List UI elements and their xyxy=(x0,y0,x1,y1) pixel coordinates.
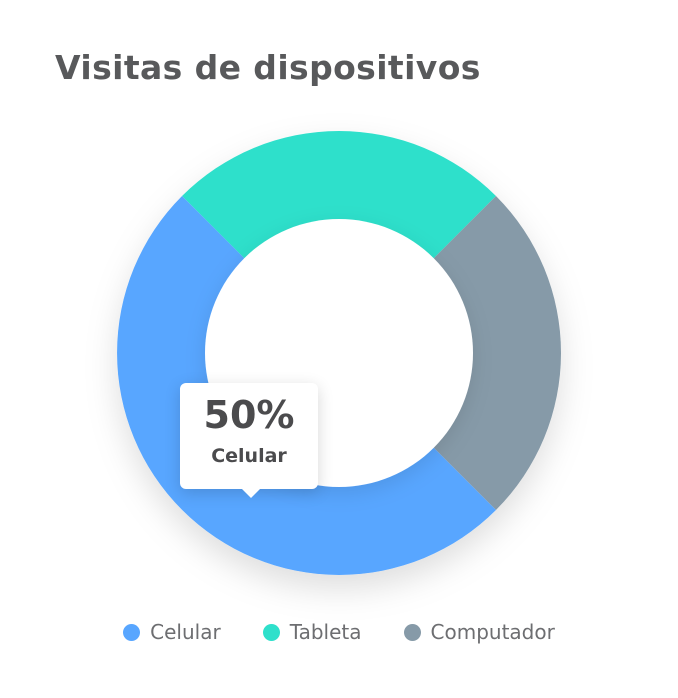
chart-title: Visitas de dispositivos xyxy=(55,48,481,87)
legend-dot-tableta xyxy=(262,623,280,641)
legend-item-celular[interactable]: Celular xyxy=(123,620,221,644)
tooltip-label: Celular xyxy=(211,445,287,467)
legend-label-celular: Celular xyxy=(150,620,221,644)
chart-legend: Celular Tableta Computador xyxy=(0,620,678,644)
legend-dot-celular xyxy=(123,623,141,641)
legend-label-tableta: Tableta xyxy=(289,620,362,644)
legend-item-computador[interactable]: Computador xyxy=(403,620,555,644)
tooltip-value: 50% xyxy=(203,393,295,437)
legend-dot-computador xyxy=(403,623,421,641)
legend-item-tableta[interactable]: Tableta xyxy=(262,620,362,644)
legend-label-computador: Computador xyxy=(430,620,555,644)
chart-tooltip: 50% Celular xyxy=(180,383,318,498)
